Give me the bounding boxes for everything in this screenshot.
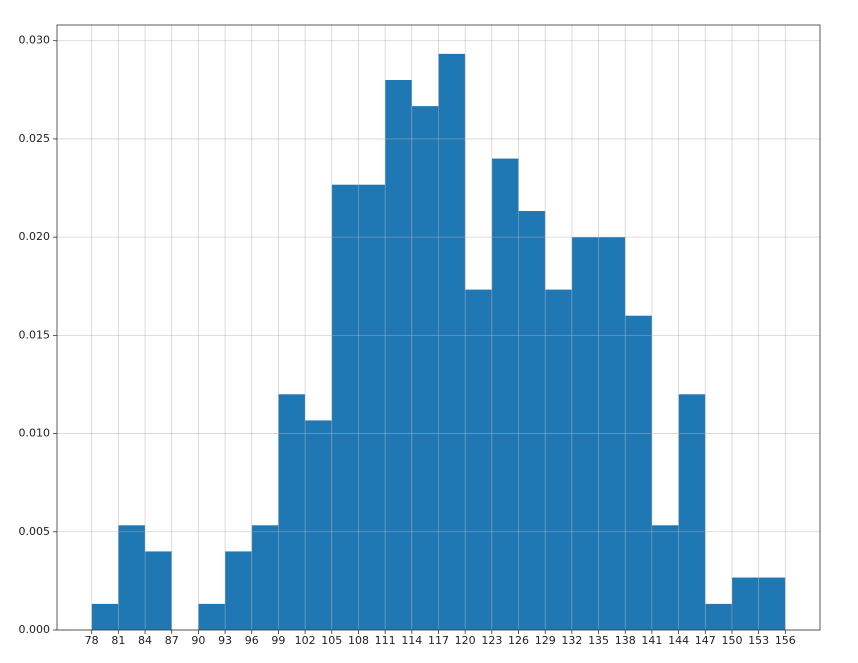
y-tick-label: 0.020 bbox=[19, 230, 51, 243]
y-tick-label: 0.015 bbox=[19, 328, 51, 341]
bars bbox=[91, 53, 786, 631]
bar bbox=[411, 106, 439, 630]
bar bbox=[331, 184, 359, 631]
bar bbox=[625, 315, 652, 630]
x-tick-label: 96 bbox=[245, 634, 259, 647]
x-tick-label: 90 bbox=[191, 634, 205, 647]
bar bbox=[118, 525, 146, 630]
bar bbox=[758, 577, 786, 630]
x-tick-label: 108 bbox=[348, 634, 369, 647]
bar bbox=[545, 289, 572, 630]
bar bbox=[278, 394, 306, 630]
x-tick-label: 114 bbox=[401, 634, 422, 647]
bar bbox=[198, 603, 226, 630]
bar bbox=[518, 211, 546, 630]
y-tick-label: 0.030 bbox=[19, 34, 51, 47]
y-tick-label: 0.000 bbox=[19, 623, 51, 636]
x-tick-label: 84 bbox=[138, 634, 152, 647]
x-tick-label: 120 bbox=[455, 634, 476, 647]
bar bbox=[91, 603, 119, 630]
y-tick-label: 0.010 bbox=[19, 427, 51, 440]
x-tick-label: 99 bbox=[271, 634, 285, 647]
x-tick-label: 78 bbox=[85, 634, 99, 647]
x-tick-label: 102 bbox=[295, 634, 316, 647]
x-tick-label: 135 bbox=[588, 634, 609, 647]
x-tick-label: 132 bbox=[561, 634, 582, 647]
bar bbox=[678, 394, 706, 630]
y-tick-label: 0.005 bbox=[19, 525, 51, 538]
bar bbox=[385, 80, 412, 630]
x-tick-label: 93 bbox=[218, 634, 232, 647]
x-tick-label: 147 bbox=[695, 634, 716, 647]
x-tick-label: 117 bbox=[428, 634, 449, 647]
bar bbox=[251, 525, 279, 630]
x-tick-label: 144 bbox=[668, 634, 689, 647]
x-tick-label: 126 bbox=[508, 634, 529, 647]
bar bbox=[731, 577, 759, 630]
x-tick-label: 156 bbox=[775, 634, 796, 647]
y-tick-label: 0.025 bbox=[19, 132, 51, 145]
bar bbox=[305, 420, 332, 630]
grid bbox=[57, 25, 820, 631]
x-tick-label: 129 bbox=[535, 634, 556, 647]
x-tick-label: 87 bbox=[165, 634, 179, 647]
x-tick-label: 105 bbox=[321, 634, 342, 647]
x-tick-label: 150 bbox=[721, 634, 742, 647]
bar bbox=[491, 158, 519, 631]
x-tick-label: 153 bbox=[748, 634, 769, 647]
bar bbox=[438, 53, 466, 630]
bar bbox=[358, 184, 386, 631]
x-tick-label: 138 bbox=[615, 634, 636, 647]
bar bbox=[145, 551, 172, 630]
x-tick-label: 141 bbox=[641, 634, 662, 647]
plot-frame bbox=[56, 24, 821, 631]
x-tick-label: 81 bbox=[111, 634, 125, 647]
bar bbox=[651, 525, 679, 630]
bar bbox=[465, 289, 492, 630]
axes: 78 81 84 87 90 93 96 99 102 105 108 111 114 117 120 123… bbox=[19, 24, 821, 647]
x-tick-label: 111 bbox=[375, 634, 396, 647]
bar bbox=[705, 603, 732, 630]
x-tick-label: 123 bbox=[481, 634, 502, 647]
bar bbox=[225, 551, 252, 630]
